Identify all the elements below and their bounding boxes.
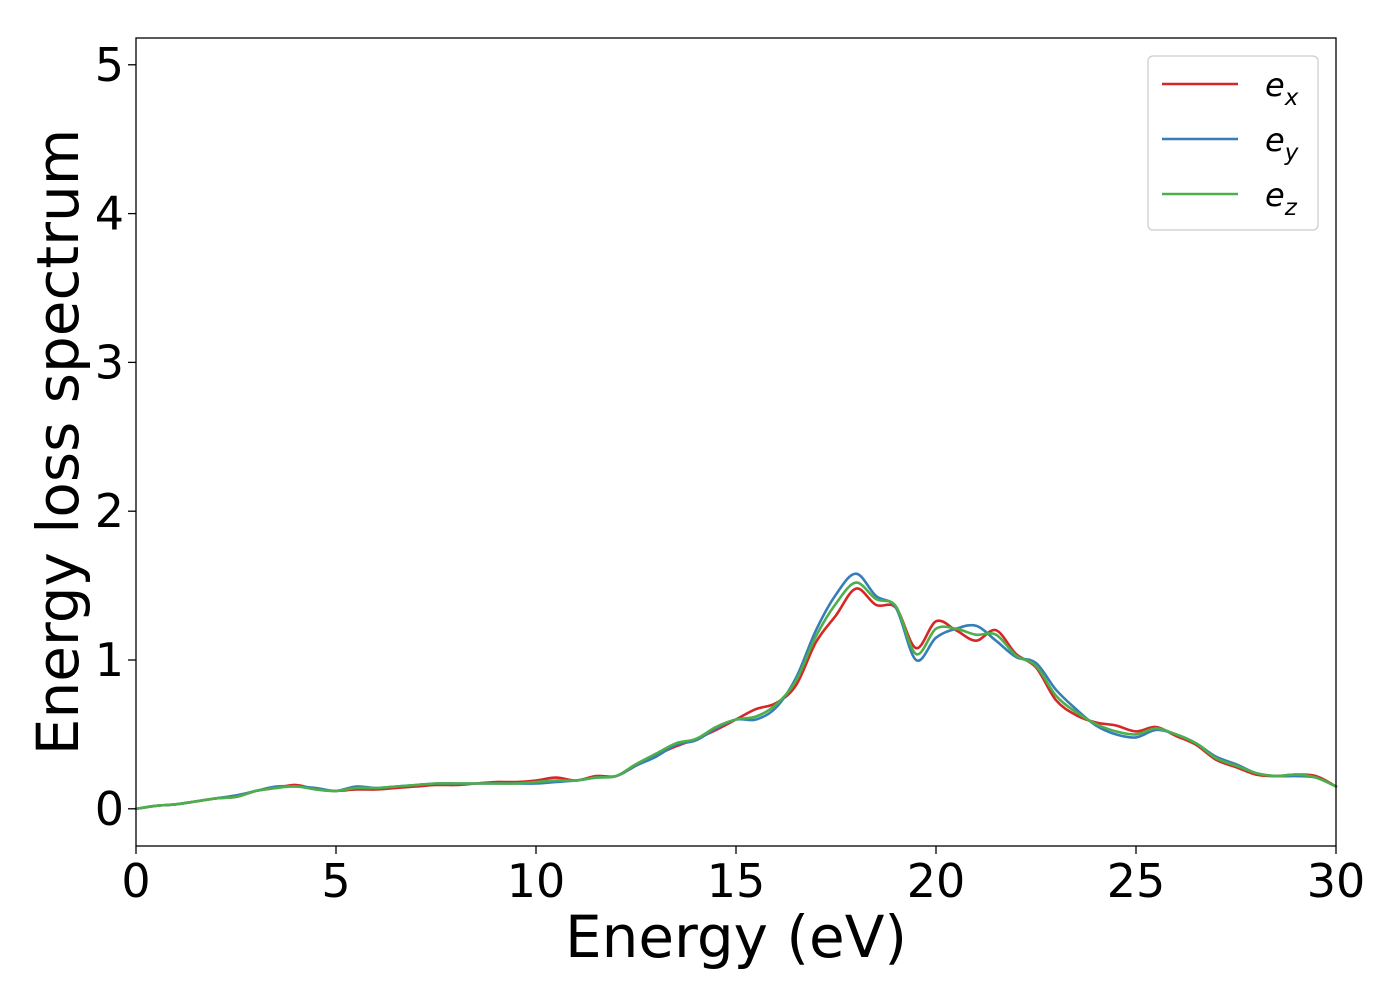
x-tick-label: 20 (907, 854, 966, 908)
x-tick-label: 0 (121, 854, 150, 908)
x-tick-label: 5 (321, 854, 350, 908)
y-axis-label: Energy loss spectrum (24, 129, 92, 755)
legend-box (1147, 55, 1319, 231)
legend-label-subscript: z (1284, 195, 1298, 221)
x-tick-label: 15 (707, 854, 766, 908)
legend-label-base: e (1265, 66, 1285, 104)
legend-label-base: e (1265, 121, 1285, 159)
y-axis: 0 1 2 3 4 5 (95, 38, 136, 836)
legend-label-ey: ey (1265, 121, 1299, 166)
x-tick-label: 30 (1307, 854, 1366, 908)
legend-label-subscript: x (1284, 85, 1299, 111)
legend-label-ez: ez (1265, 176, 1298, 221)
x-axis: 0 5 10 15 20 25 30 (121, 846, 1365, 908)
series-line-ez (134, 581, 1338, 811)
legend-label-base: e (1265, 176, 1285, 214)
x-axis-label: Energy (eV) (565, 903, 907, 971)
y-tick-label: 2 (95, 484, 124, 538)
x-tick-label: 10 (507, 854, 566, 908)
x-tick-label: 25 (1107, 854, 1166, 908)
legend-label-subscript: y (1284, 140, 1299, 166)
y-tick-label: 1 (95, 633, 124, 687)
y-tick-label: 5 (95, 38, 124, 92)
series-layer (134, 572, 1338, 811)
legend-label-ex: ex (1265, 66, 1299, 111)
y-tick-label: 0 (95, 782, 124, 836)
y-tick-label: 4 (95, 187, 124, 241)
y-tick-label: 3 (95, 335, 124, 389)
